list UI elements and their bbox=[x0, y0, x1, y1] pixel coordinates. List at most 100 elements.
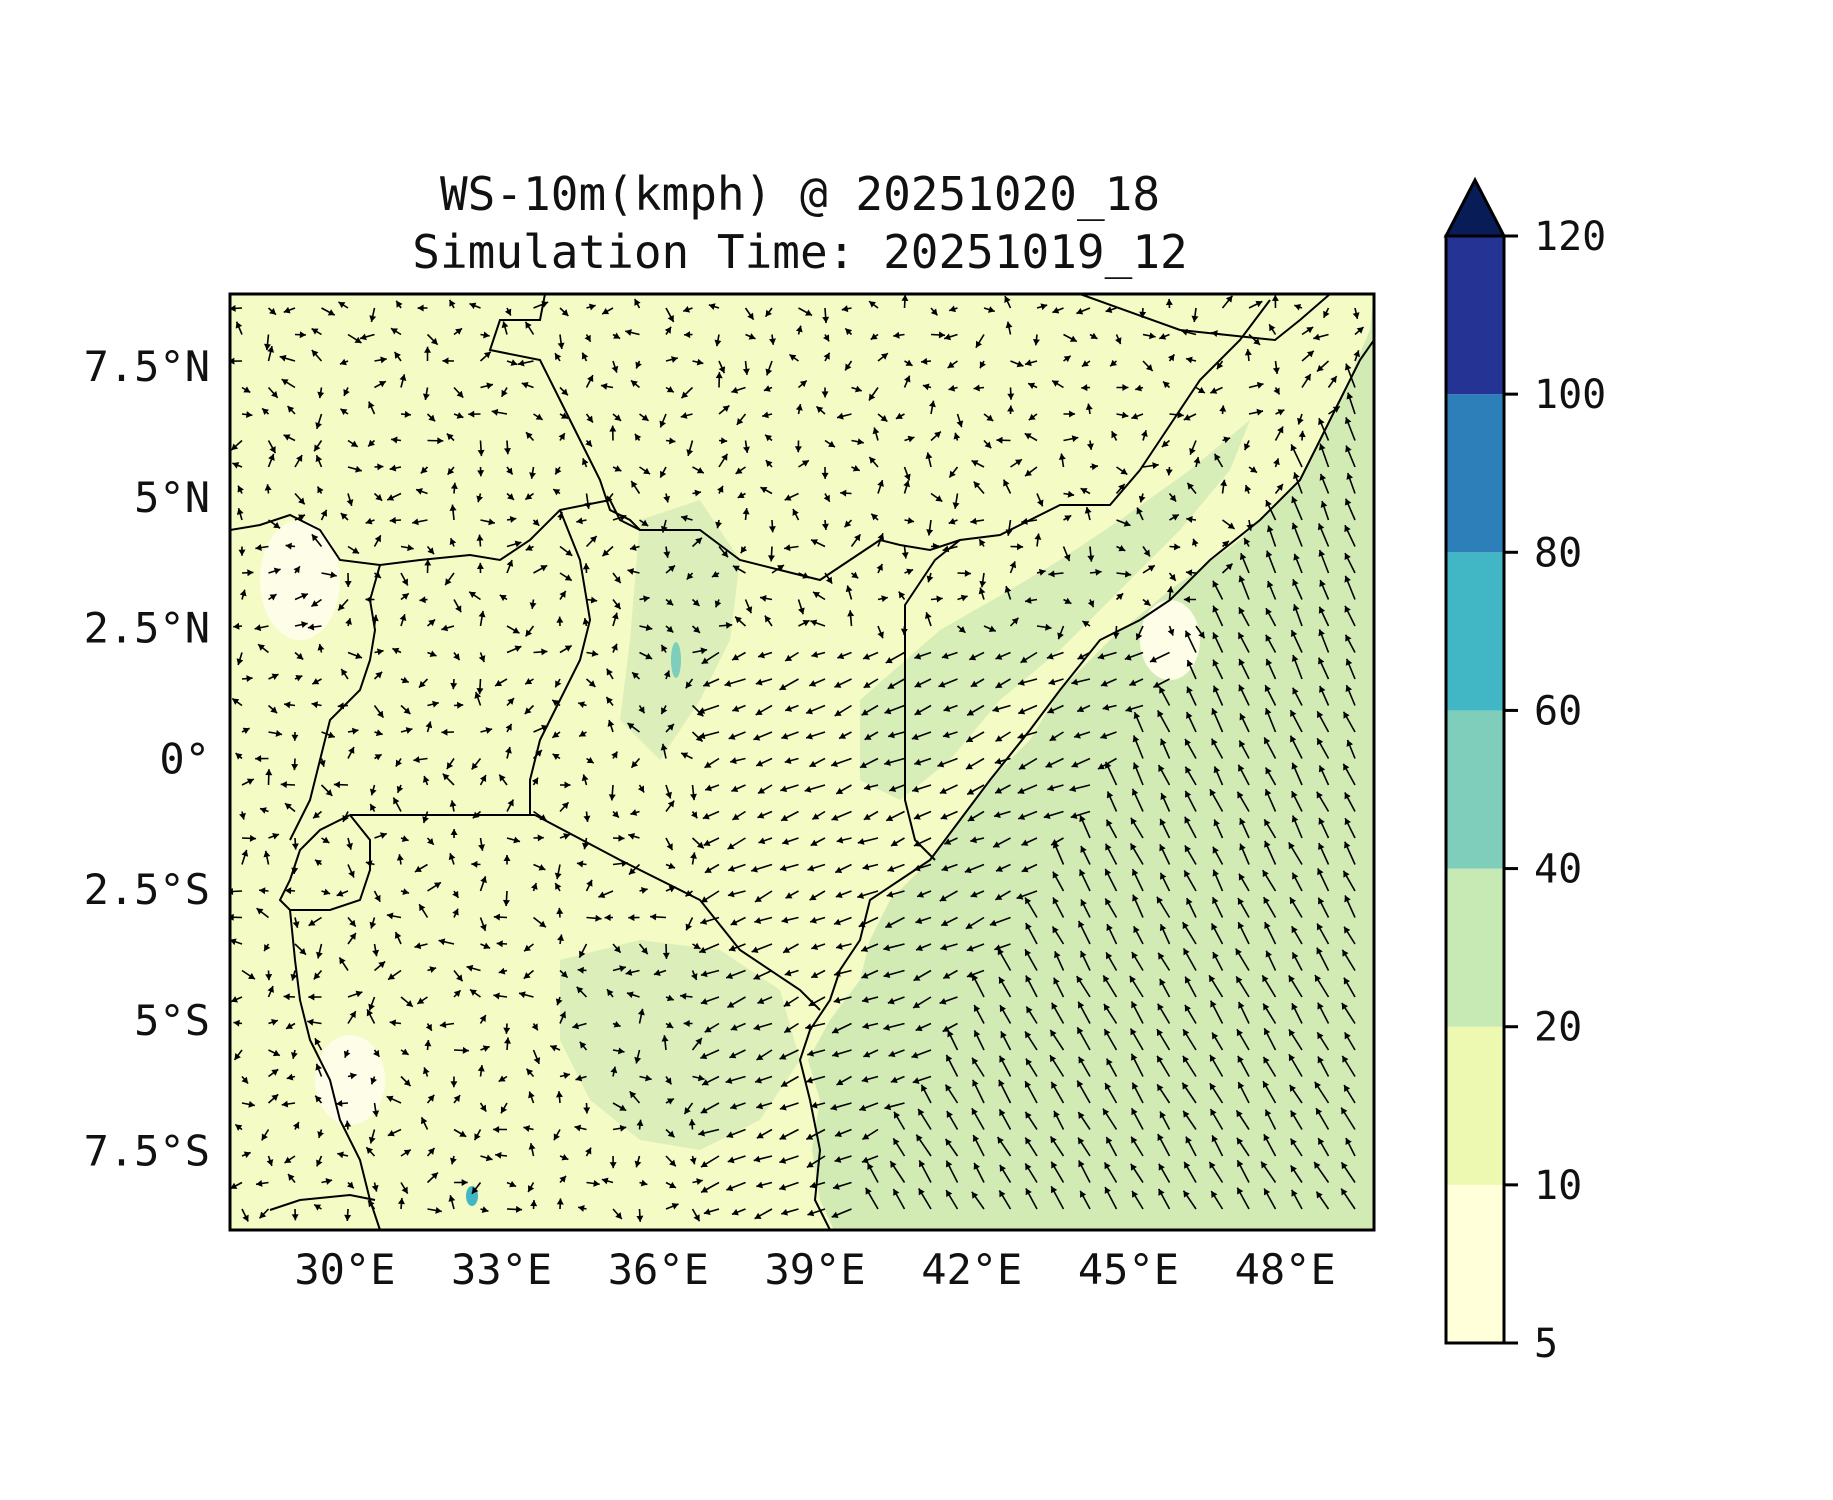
wind-arrow bbox=[491, 408, 508, 416]
wind-arrow bbox=[321, 307, 336, 316]
wind-arrow bbox=[857, 890, 879, 899]
wind-arrow bbox=[795, 325, 803, 335]
wind-arrow bbox=[704, 757, 720, 769]
wind-arrow bbox=[742, 440, 750, 454]
wind-arrow bbox=[506, 559, 514, 574]
wind-arrow bbox=[557, 934, 565, 945]
wind-arrow bbox=[400, 888, 410, 895]
wind-arrow bbox=[498, 967, 508, 975]
wind-arrow bbox=[611, 643, 618, 653]
wind-arrow bbox=[1314, 974, 1330, 998]
wind-arrow bbox=[584, 334, 592, 343]
wind-arrow bbox=[717, 485, 724, 494]
wind-arrow bbox=[236, 507, 244, 521]
wind-arrow bbox=[586, 303, 596, 311]
wind-arrow bbox=[1161, 439, 1171, 448]
wind-arrow bbox=[372, 1102, 380, 1117]
wind-arrow bbox=[1024, 1137, 1038, 1157]
wind-arrow bbox=[863, 678, 879, 689]
wind-arrow bbox=[757, 651, 773, 659]
wind-arrow bbox=[941, 863, 958, 872]
wind-arrow bbox=[315, 413, 323, 430]
wind-arrow bbox=[994, 757, 1011, 765]
wind-arrow bbox=[665, 437, 676, 445]
wind-arrow bbox=[744, 599, 753, 614]
wind-arrow bbox=[1169, 411, 1184, 419]
wind-arrow bbox=[945, 1054, 959, 1077]
wind-arrow bbox=[913, 969, 932, 982]
wind-arrow bbox=[639, 466, 651, 475]
wind-arrow bbox=[1212, 951, 1224, 971]
wind-arrow bbox=[524, 678, 534, 685]
wind-arrow bbox=[446, 758, 455, 770]
wind-arrow bbox=[1089, 568, 1102, 576]
border-lake-tanganyika bbox=[289, 909, 381, 1230]
wind-arrow bbox=[1343, 1084, 1356, 1104]
wind-arrow bbox=[294, 454, 303, 468]
map-title-line1: WS-10m(kmph) @ 20251020_18 bbox=[440, 167, 1160, 221]
wind-arrow bbox=[1184, 738, 1197, 759]
wind-arrow bbox=[660, 743, 668, 759]
wind-arrow bbox=[753, 969, 773, 980]
wind-arrow bbox=[1318, 549, 1330, 574]
wind-arrow bbox=[502, 890, 510, 907]
wind-arrow bbox=[605, 493, 614, 503]
colorbar-frame bbox=[1444, 234, 1506, 1345]
wind-arrow bbox=[847, 610, 855, 627]
wind-arrow bbox=[731, 810, 746, 821]
wind-arrow bbox=[877, 532, 885, 547]
wind-arrow bbox=[735, 466, 746, 475]
wind-arrow bbox=[1181, 328, 1197, 336]
wind-arrow bbox=[725, 1075, 746, 1084]
wind-arrow bbox=[495, 1151, 508, 1159]
wind-arrow bbox=[1291, 496, 1303, 521]
wind-arrow bbox=[1182, 1110, 1197, 1130]
wind-arrow bbox=[1016, 890, 1038, 900]
wind-arrow bbox=[904, 517, 915, 525]
wind-arrow bbox=[556, 616, 564, 627]
wind-arrow bbox=[1115, 334, 1122, 345]
wind-arrow bbox=[1017, 810, 1038, 820]
wind-arrow bbox=[964, 863, 985, 874]
wind-arrow bbox=[1025, 1187, 1038, 1210]
x-tick-label: 45°E bbox=[1078, 1245, 1179, 1294]
wind-arrow bbox=[453, 1178, 468, 1186]
wind-arrow bbox=[639, 1179, 648, 1187]
wind-arrow bbox=[971, 459, 985, 468]
wind-arrow bbox=[1186, 516, 1197, 523]
wind-arrow bbox=[943, 333, 958, 341]
border-somalia-kenya bbox=[904, 539, 961, 861]
wind-arrow bbox=[634, 1155, 642, 1168]
wind-arrow bbox=[815, 405, 826, 415]
wind-arrow bbox=[1080, 950, 1091, 971]
wind-arrow bbox=[1344, 634, 1356, 653]
wind-arrow bbox=[427, 650, 437, 658]
wind-arrow bbox=[1063, 435, 1079, 443]
wind-arrow bbox=[576, 517, 587, 525]
wind-arrow bbox=[757, 996, 773, 1005]
wind-arrow bbox=[821, 387, 829, 398]
x-tick-label: 36°E bbox=[608, 1245, 709, 1294]
wind-arrow bbox=[554, 864, 562, 880]
wind-arrow bbox=[798, 619, 810, 627]
wind-arrow bbox=[1317, 523, 1330, 547]
wind-arrow bbox=[285, 887, 296, 895]
wind-arrow bbox=[1018, 757, 1038, 770]
wind-arrow bbox=[1293, 553, 1303, 574]
wind-arrow bbox=[911, 1049, 932, 1059]
wind-arrow bbox=[998, 1108, 1012, 1130]
wind-arrow bbox=[728, 731, 746, 740]
wind-arrow bbox=[1318, 417, 1330, 441]
colorbar-band bbox=[1446, 710, 1504, 869]
wind-arrow bbox=[1183, 413, 1197, 421]
wind-arrow bbox=[551, 731, 561, 739]
wind-arrow bbox=[1195, 386, 1206, 394]
wind-arrow bbox=[1028, 413, 1038, 421]
wind-arrow bbox=[1316, 923, 1330, 945]
wind-arrow bbox=[1235, 1109, 1250, 1130]
wind-arrow bbox=[528, 1091, 535, 1104]
wind-arrow bbox=[308, 993, 322, 1001]
wind-arrow bbox=[283, 434, 296, 442]
wind-arrow bbox=[945, 1160, 959, 1183]
